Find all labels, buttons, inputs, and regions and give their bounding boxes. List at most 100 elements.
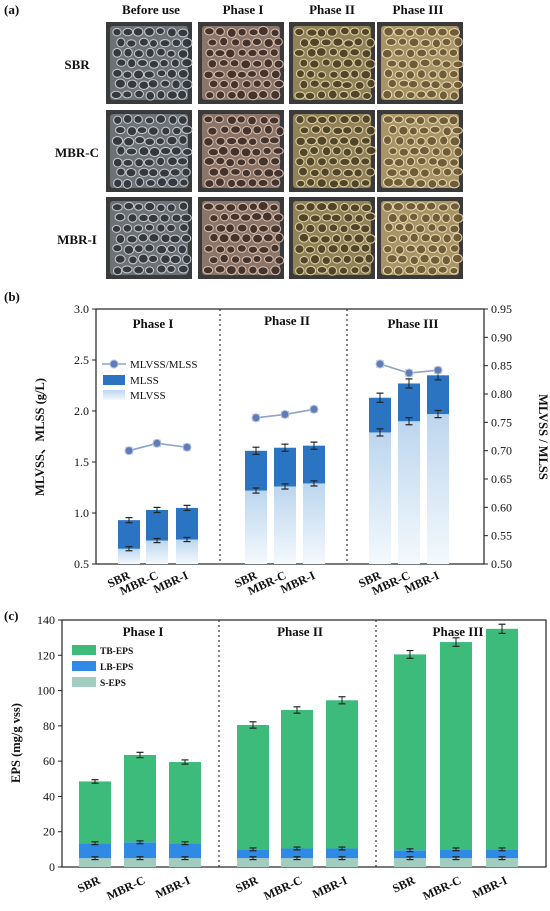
error-bar-lb-eps (406, 848, 414, 853)
photo-pore (215, 90, 226, 100)
photo-pore (353, 233, 365, 244)
y2-tick-label: 0.90 (491, 330, 512, 344)
photo-pore (398, 169, 409, 177)
photo-pore (449, 136, 461, 147)
photo-pore (349, 203, 361, 213)
photo-pore (350, 179, 360, 189)
photo-pore (156, 223, 166, 233)
photo-pore (449, 158, 459, 167)
photo-pore (122, 158, 134, 167)
photo-pore (453, 147, 463, 158)
photo-pore (257, 178, 269, 188)
photo-pore (226, 245, 236, 254)
photo-pore (392, 177, 404, 187)
error-bar-mlvss (310, 480, 318, 487)
photo-pore (419, 253, 430, 264)
photo-pore (430, 80, 441, 90)
photo-pore (349, 27, 360, 36)
photo-pore (247, 48, 258, 58)
photo-pore (148, 39, 159, 48)
photo-pore (155, 27, 165, 36)
photo-pore (248, 202, 259, 212)
x-tick-label: MBR-C (104, 873, 147, 903)
photo-pore (123, 136, 135, 147)
photo-pore (426, 89, 438, 99)
bar-tb-eps (124, 754, 156, 843)
photo-pore (332, 255, 343, 264)
error-bar-mlvss (376, 428, 384, 437)
bar-mlvss (176, 539, 198, 564)
photo-pore (203, 27, 215, 36)
photo-pore (328, 179, 340, 189)
photo-pore (237, 202, 249, 212)
ratio-marker (280, 409, 290, 419)
photo-pore (218, 58, 229, 67)
error-bar-total (452, 637, 460, 647)
photo-pore (127, 58, 137, 69)
y2-tick-label: 0.60 (491, 500, 512, 514)
photo-pore (416, 264, 427, 275)
photo-pore (305, 177, 316, 187)
photo-pore (219, 36, 229, 47)
photo-pore (247, 115, 257, 126)
photo-pore (214, 115, 224, 124)
photo-pore (408, 59, 419, 70)
photo-tile (106, 197, 192, 279)
photo-pore (181, 167, 191, 177)
photo-pore (297, 213, 310, 223)
photo-pore (441, 213, 451, 224)
photo-pore (448, 48, 459, 58)
photo-pore (132, 27, 144, 37)
photo-pore (203, 224, 214, 233)
photo-pore (237, 48, 247, 57)
photo-pore (353, 125, 364, 135)
photo-pore (360, 224, 371, 234)
photo-pore (132, 69, 145, 80)
y2-tick-label: 0.80 (491, 387, 512, 401)
photo-pore (181, 37, 193, 48)
photo-pore (263, 58, 274, 69)
photo-pore (365, 234, 376, 244)
photo-pore (205, 90, 215, 100)
photo-pore (304, 245, 316, 254)
photo-pore (360, 69, 372, 80)
photo-pore (305, 136, 317, 146)
photo-pore (448, 28, 461, 37)
photo-pore (169, 167, 181, 177)
phase-label-2: Phase II (277, 624, 323, 639)
bar-tb-eps (440, 642, 472, 850)
error-bar-total (91, 779, 99, 784)
photo-pore (339, 157, 351, 167)
photo-pore (437, 244, 448, 255)
y-tick-label: 2.5 (74, 353, 89, 367)
photo-pore (171, 38, 182, 48)
photo-pore (237, 265, 247, 276)
photo-pore (338, 178, 350, 188)
photo-pore (166, 244, 177, 254)
photo-pore (250, 212, 263, 222)
photo-pore (273, 37, 283, 47)
error-bar-total (498, 623, 506, 635)
error-bar-s-eps (498, 856, 506, 861)
photo-pore (259, 115, 269, 125)
photo-pore (219, 79, 230, 89)
photo-pore (305, 265, 317, 276)
photo-pore (171, 213, 182, 223)
photo-pore (236, 244, 247, 253)
photo-pore (262, 146, 272, 156)
bar-tb-eps (394, 654, 426, 851)
photo-pore (160, 79, 171, 88)
photo-pore (452, 60, 464, 69)
photo-tile (106, 22, 193, 104)
y-tick-label: 3.0 (74, 302, 89, 316)
photo-tile (198, 22, 285, 104)
photo-pore (327, 243, 339, 254)
bar-lb-eps (326, 848, 358, 859)
bar-mlvss (118, 548, 140, 564)
photo-pore (382, 115, 394, 124)
legend-tb-eps-swatch (72, 645, 96, 655)
photo-pore (116, 58, 127, 67)
photo-pore (364, 59, 376, 69)
row-label-sbr: SBR (64, 57, 90, 72)
photo-pore (177, 68, 189, 79)
